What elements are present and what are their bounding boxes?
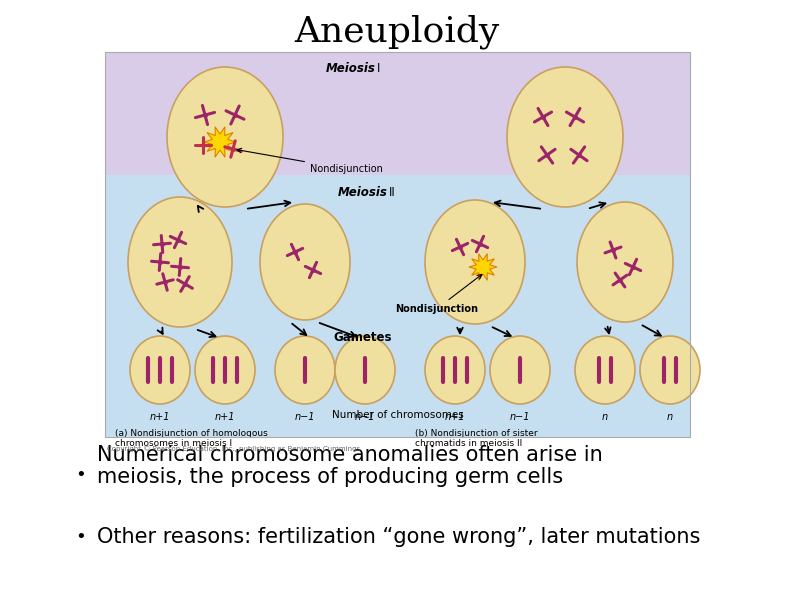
Text: Numerical chromosome anomalies often arise in: Numerical chromosome anomalies often ari… [97, 445, 603, 465]
Text: Other reasons: fertilization “gone wrong”, later mutations: Other reasons: fertilization “gone wrong… [97, 527, 700, 547]
Polygon shape [469, 253, 497, 280]
Ellipse shape [275, 336, 335, 404]
Text: meiosis, the process of producing germ cells: meiosis, the process of producing germ c… [97, 467, 563, 487]
Ellipse shape [260, 204, 350, 320]
Text: Meiosis: Meiosis [337, 186, 387, 199]
Ellipse shape [575, 336, 635, 404]
Polygon shape [204, 127, 236, 157]
Ellipse shape [640, 336, 700, 404]
Ellipse shape [577, 202, 673, 322]
Text: n+1: n+1 [445, 412, 465, 422]
Ellipse shape [130, 336, 190, 404]
Text: n: n [602, 412, 608, 422]
Text: •: • [75, 528, 86, 546]
Text: II: II [389, 186, 395, 199]
Ellipse shape [195, 336, 255, 404]
Text: Nondisjunction: Nondisjunction [237, 148, 383, 174]
Text: n+1: n+1 [214, 412, 235, 422]
Text: Number of chromosomes: Number of chromosomes [332, 410, 464, 420]
Ellipse shape [507, 67, 623, 207]
Text: (b) Nondisjunction of sister
chromatids in meiosis II: (b) Nondisjunction of sister chromatids … [415, 429, 538, 449]
Ellipse shape [128, 197, 232, 327]
Text: (a) Nondisjunction of homologous
chromosomes in meiosis I: (a) Nondisjunction of homologous chromos… [115, 429, 268, 449]
Text: Gametes: Gametes [333, 331, 391, 344]
Text: Meiosis: Meiosis [326, 61, 376, 74]
Bar [105, 52, 690, 437]
Ellipse shape [425, 200, 525, 324]
Text: n−1: n−1 [510, 412, 530, 422]
Ellipse shape [335, 336, 395, 404]
Text: n+1: n+1 [150, 412, 170, 422]
Bar [105, 52, 690, 175]
Text: I: I [377, 61, 380, 74]
Text: n−1: n−1 [295, 412, 315, 422]
Text: n: n [667, 412, 673, 422]
Text: Aneuploidy: Aneuploidy [295, 15, 499, 49]
Ellipse shape [167, 67, 283, 207]
Ellipse shape [425, 336, 485, 404]
Text: Copyright © Pearson Education, Inc., publishing as Benjamin Cummings.: Copyright © Pearson Education, Inc., pub… [107, 445, 362, 452]
Bar [105, 175, 690, 437]
Text: n−1: n−1 [355, 412, 376, 422]
Ellipse shape [490, 336, 550, 404]
Text: •: • [75, 466, 86, 484]
Text: Nondisjunction: Nondisjunction [395, 274, 482, 314]
